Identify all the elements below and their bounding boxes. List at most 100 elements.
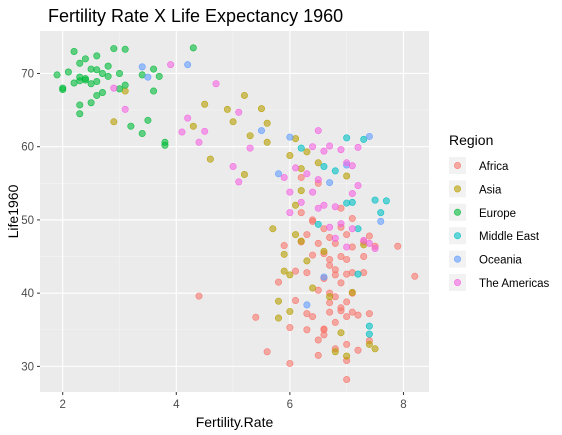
legend-key-europe — [453, 208, 461, 216]
point-the-americas — [297, 198, 305, 206]
legend-key-the-americas — [453, 278, 461, 286]
point-the-americas — [303, 170, 311, 178]
point-africa — [320, 225, 328, 233]
point-africa — [252, 313, 260, 321]
point-africa — [365, 310, 373, 318]
point-the-americas — [309, 143, 317, 151]
point-europe — [104, 72, 112, 80]
point-the-americas — [246, 144, 254, 152]
point-asia — [280, 267, 288, 275]
point-europe — [76, 73, 84, 81]
point-asia — [326, 293, 334, 301]
point-africa — [292, 267, 300, 275]
point-africa — [348, 269, 356, 277]
y-tick-label: 30 — [21, 361, 34, 373]
point-asia — [263, 119, 271, 127]
point-africa — [297, 173, 305, 181]
point-middle-east — [343, 134, 351, 142]
point-africa — [292, 296, 300, 304]
point-africa — [360, 269, 368, 277]
point-africa — [286, 359, 294, 367]
legend-items: Africa Asia Europe Middle East Oceania The Am… — [449, 157, 550, 291]
point-asia — [297, 165, 305, 173]
point-the-americas — [201, 127, 209, 135]
point-the-americas — [354, 182, 362, 190]
point-africa — [348, 308, 356, 316]
point-europe — [104, 62, 112, 70]
point-the-americas — [286, 209, 294, 217]
point-africa — [303, 269, 311, 277]
point-the-americas — [365, 239, 373, 247]
point-africa — [354, 346, 362, 354]
legend-label-the-americas: The Americas — [479, 278, 550, 290]
y-tick-label: 40 — [21, 288, 34, 300]
point-africa — [343, 231, 351, 239]
point-europe — [76, 59, 84, 67]
legend-key-asia — [453, 185, 461, 193]
point-the-americas — [212, 80, 220, 88]
point-middle-east — [320, 162, 328, 170]
point-africa — [309, 313, 317, 321]
point-the-americas — [326, 223, 334, 231]
point-middle-east — [365, 322, 373, 330]
point-africa — [326, 299, 334, 307]
point-europe — [138, 130, 146, 138]
point-africa — [314, 336, 322, 344]
point-europe — [150, 65, 158, 73]
point-europe — [144, 116, 152, 124]
point-the-americas — [314, 176, 322, 184]
point-the-americas — [337, 146, 345, 154]
x-tick-label: 4 — [173, 399, 180, 411]
point-asia — [297, 187, 305, 195]
point-the-americas — [320, 147, 328, 155]
point-asia — [201, 100, 209, 108]
point-europe — [116, 69, 124, 77]
point-the-americas — [337, 220, 345, 228]
point-the-americas — [292, 164, 300, 172]
point-asia — [314, 159, 322, 167]
point-the-americas — [195, 138, 203, 146]
point-asia — [269, 225, 277, 233]
point-middle-east — [343, 199, 351, 207]
point-asia — [309, 284, 317, 292]
point-europe — [76, 101, 84, 109]
point-asia — [229, 118, 237, 126]
point-europe — [98, 89, 106, 97]
point-middle-east — [354, 270, 362, 278]
point-europe — [93, 66, 101, 74]
point-oceania — [138, 63, 146, 71]
point-africa — [394, 242, 402, 250]
point-europe — [81, 55, 89, 63]
point-africa — [343, 340, 351, 348]
point-the-americas — [309, 188, 317, 196]
point-the-americas — [343, 159, 351, 167]
point-asia — [275, 297, 283, 305]
point-africa — [343, 298, 351, 306]
point-oceania — [326, 179, 334, 187]
point-asia — [292, 201, 300, 209]
point-the-americas — [348, 190, 356, 198]
point-africa — [309, 217, 317, 225]
point-the-americas — [314, 127, 322, 135]
point-asia — [257, 105, 265, 113]
point-europe — [121, 81, 129, 89]
legend-label-oceania: Oceania — [479, 255, 522, 267]
point-africa — [326, 308, 334, 316]
point-europe — [161, 138, 169, 146]
point-the-americas — [184, 114, 192, 122]
point-africa — [343, 270, 351, 278]
point-europe — [98, 69, 106, 77]
point-asia — [286, 307, 294, 315]
point-the-americas — [331, 234, 339, 242]
point-asia — [206, 155, 214, 163]
point-the-americas — [280, 173, 288, 181]
point-oceania — [377, 217, 385, 225]
point-africa — [309, 251, 317, 259]
point-the-americas — [235, 108, 243, 116]
point-europe — [110, 45, 118, 53]
legend-title: Region — [449, 132, 493, 148]
point-asia — [110, 118, 118, 126]
point-oceania — [320, 273, 328, 281]
legend-label-middle-east: Middle East — [479, 231, 540, 243]
point-europe — [93, 78, 101, 86]
